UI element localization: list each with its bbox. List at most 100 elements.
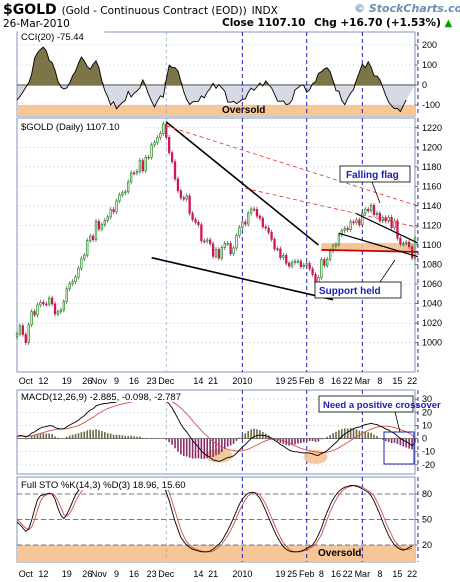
price-candle xyxy=(80,258,83,269)
sto-legend-bg xyxy=(18,479,228,490)
price-candle xyxy=(375,212,379,215)
price-tick-label: 1200 xyxy=(422,142,442,152)
price-candle xyxy=(103,220,106,226)
price-candle xyxy=(293,260,297,263)
macd-signal-line xyxy=(17,399,416,454)
price-tick-label: 1080 xyxy=(422,260,442,270)
symbol-title: $GOLD (Gold - Continuous Contract (EOD))… xyxy=(3,2,278,18)
cci-tick-label: -100 xyxy=(422,100,440,110)
exchange: INDX xyxy=(251,5,278,17)
price-candle xyxy=(396,220,399,239)
price-candle xyxy=(18,325,22,335)
macd-legend-bg xyxy=(18,391,228,402)
price-xaxis-label: 23 xyxy=(147,376,157,386)
price-candle xyxy=(59,309,63,313)
price-xaxis-label: Mar xyxy=(355,376,371,386)
price-candle xyxy=(206,239,209,242)
price-candle xyxy=(402,243,405,245)
price-candle xyxy=(217,249,221,259)
price-tick-label: 1180 xyxy=(422,162,441,172)
support-held-callout-text: Support held xyxy=(319,286,381,297)
price-candle xyxy=(352,221,355,224)
price-candle xyxy=(282,255,285,258)
price-candle xyxy=(106,216,109,221)
price-candle xyxy=(252,208,256,211)
price-candle xyxy=(299,260,303,268)
price-xaxis-label: Nov xyxy=(91,376,108,386)
price-candle xyxy=(121,192,124,196)
cci-oversold-band xyxy=(17,105,415,116)
price-xaxis-label: 26 xyxy=(82,376,92,386)
sto-tick-label: 80 xyxy=(422,489,432,499)
macd-tick-label: 20 xyxy=(422,407,432,417)
sto-xaxis-label: 16 xyxy=(331,569,341,579)
price-candle xyxy=(68,283,71,290)
price-xaxis-label: 2010 xyxy=(232,376,252,386)
price-candle xyxy=(86,240,89,256)
close-value: Close 1107.10 xyxy=(222,17,306,29)
sto-xaxis-label: Feb xyxy=(299,569,315,579)
price-candle xyxy=(30,311,33,326)
price-candle xyxy=(235,235,238,249)
change-up-arrow-icon: ▲ xyxy=(444,18,453,29)
crossover-callout-box xyxy=(318,395,414,413)
flag-lower-line xyxy=(338,232,419,258)
crossover-callout-text: Need a positive crossover xyxy=(323,400,441,411)
price-candle xyxy=(407,241,411,248)
close-info: Close 1107.10 Chg +16.70 (+1.53%) ▲ xyxy=(222,17,452,29)
sto-legend: Full STO %K(14,3) %D(3) 18.96, 15.60 xyxy=(21,480,186,491)
price-candle xyxy=(255,208,259,217)
price-candle xyxy=(141,160,144,172)
cci-tick-label: 100 xyxy=(422,60,437,70)
price-candle xyxy=(226,243,229,245)
red-dashed-line-2 xyxy=(245,187,419,228)
price-candle xyxy=(340,230,343,236)
sto-xaxis-label: 8 xyxy=(377,569,382,579)
price-candle xyxy=(191,212,194,220)
price-tick-label: 1020 xyxy=(422,318,442,328)
macd-tick-label: 30 xyxy=(422,394,432,404)
price-candle xyxy=(188,195,191,214)
price-candle xyxy=(203,240,206,243)
price-tick-label: 1220 xyxy=(422,123,442,133)
price-candle xyxy=(290,261,294,267)
price-candle xyxy=(129,172,133,183)
sto-xaxis-label: 15 xyxy=(392,569,402,579)
flag-upper-line xyxy=(356,213,419,244)
price-candle xyxy=(328,250,332,260)
price-candle xyxy=(364,208,367,214)
price-candle xyxy=(267,227,270,233)
price-candle xyxy=(361,212,364,226)
price-candle xyxy=(33,311,36,316)
price-candle xyxy=(77,267,80,278)
macd-focus-box xyxy=(383,431,415,465)
price-candle xyxy=(48,297,51,305)
price-candle xyxy=(74,276,77,283)
price-xaxis-label: Feb xyxy=(299,376,315,386)
price-candle xyxy=(159,133,162,138)
price-candle xyxy=(182,197,185,200)
price-candle xyxy=(27,324,30,343)
macd-line xyxy=(16,398,416,462)
price-xaxis-label: 15 xyxy=(392,376,402,386)
sto-xaxis-label: 21 xyxy=(208,569,218,579)
price-candle xyxy=(65,288,68,302)
symbol-description: (Gold - Continuous Contract (EOD)) xyxy=(61,5,247,17)
macd-legend: MACD(12,26,9) -2.885, -0.098, -2.787 xyxy=(21,392,181,403)
price-xaxis-label: 19 xyxy=(62,376,72,386)
sto-xaxis-label: 25 xyxy=(287,569,297,579)
price-candle xyxy=(302,264,305,268)
price-candle xyxy=(273,238,276,250)
price-candle xyxy=(355,219,358,223)
price-candle xyxy=(387,216,390,222)
price-xaxis-label: 22 xyxy=(407,376,417,386)
price-tick-label: 1040 xyxy=(422,299,442,309)
price-candle xyxy=(405,241,408,244)
price-candle xyxy=(232,247,235,255)
price-candle xyxy=(343,228,346,232)
sto-xaxis-label: 19 xyxy=(62,569,72,579)
price-candle xyxy=(349,221,352,231)
price-candle xyxy=(168,137,171,154)
price-candle xyxy=(185,195,188,200)
price-candle xyxy=(320,259,323,278)
